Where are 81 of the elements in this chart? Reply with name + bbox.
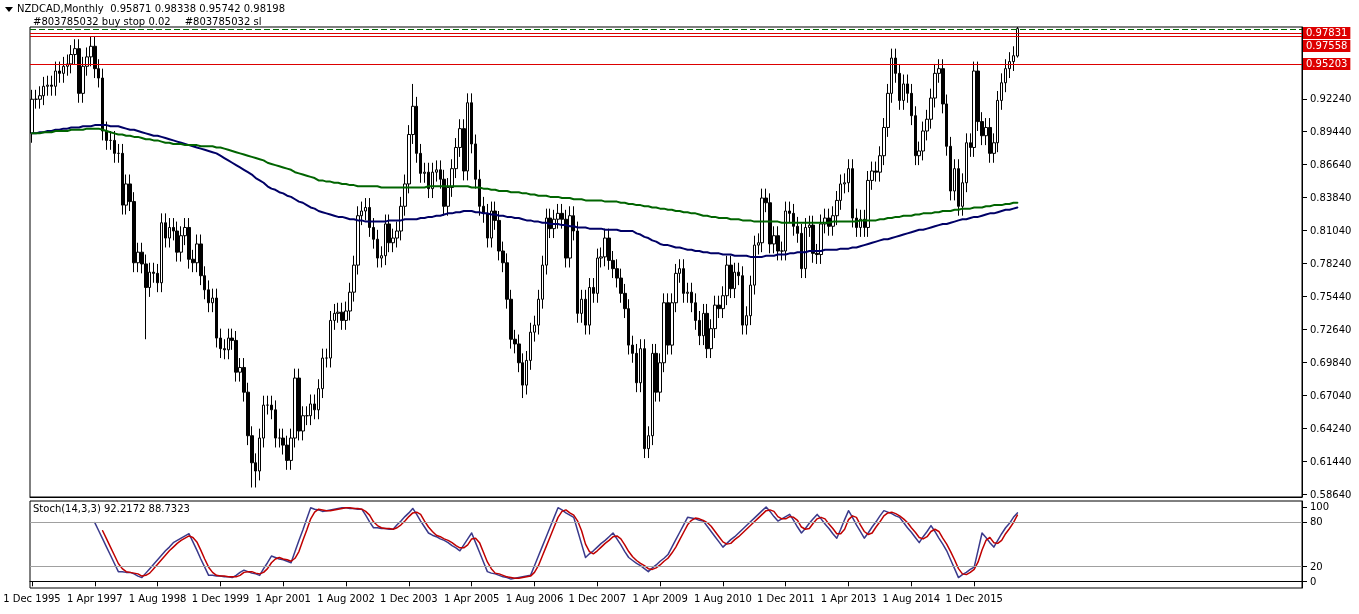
candlestick (643, 338, 646, 459)
candlestick (768, 192, 772, 254)
x-tick-label: 1 Dec 1995 (3, 592, 61, 604)
candlestick (234, 330, 238, 383)
y-tick-label: 0.78240 (1310, 257, 1352, 269)
y-tick-label: 0.67040 (1310, 389, 1352, 401)
chart-title: Stoch(14,3,3) 92.2172 88.7323 (33, 503, 190, 514)
y-tick-label: 100 (1310, 501, 1330, 513)
x-tick-label: 1 Aug 2014 (882, 592, 941, 604)
candlestick (62, 56, 65, 84)
text: #803785032 sl (184, 15, 262, 27)
candlestick (957, 158, 960, 217)
y-tick-label: 0.83840 (1310, 192, 1352, 204)
x-tick-label: 1 Apr 1997 (67, 592, 123, 604)
y-tick-label: 0.75440 (1310, 290, 1352, 302)
candlestick (588, 277, 591, 336)
candlestick (804, 217, 807, 279)
y-tick-label: 0.61440 (1310, 455, 1352, 467)
candlestick (603, 228, 607, 267)
line-series (30, 127, 1019, 224)
candlestick (988, 117, 992, 164)
x-tick-label: 1 Dec 2015 (945, 592, 1003, 604)
y-tick-label: 20 (1310, 560, 1323, 572)
candlestick (427, 162, 430, 199)
y-tick-label: 0.86640 (1310, 159, 1352, 171)
candlestick (741, 265, 744, 336)
y-tick-label: 0.89440 (1310, 126, 1352, 138)
candlestick (784, 201, 787, 261)
y-tick-label: 80 (1310, 516, 1323, 528)
x-tick-label: 1 Apr 2009 (632, 592, 688, 604)
candlestick (384, 214, 387, 266)
candlestick (972, 61, 976, 158)
candlestick (596, 248, 599, 304)
candlestick (568, 205, 572, 268)
candlestick (776, 225, 780, 261)
x-tick-label: 1 Dec 1999 (191, 592, 250, 604)
candlestick (121, 143, 124, 216)
y-tick-label: 0.64240 (1310, 422, 1352, 434)
candlestick (266, 395, 269, 416)
y-tick-label: 0.81040 (1310, 225, 1352, 237)
candlestick (227, 328, 230, 360)
x-tick-label: 1 Aug 2010 (694, 592, 752, 604)
candlestick (340, 302, 344, 331)
candlestick (175, 221, 179, 263)
x-tick-label: 1 Apr 2001 (255, 592, 311, 604)
candlestick (490, 201, 493, 248)
y-tick-label: 0.92240 (1310, 93, 1352, 105)
candlestick (77, 38, 81, 104)
candlestick (760, 188, 764, 253)
candlestick (160, 212, 163, 293)
candlestick (42, 76, 45, 106)
x-tick-label: 1 Apr 2013 (820, 592, 877, 604)
y-tick-label: 0.58640 (1310, 488, 1352, 500)
x-tick-label: 1 Aug 2002 (317, 592, 375, 604)
candlestick (187, 217, 191, 270)
candlestick (486, 203, 489, 248)
candlestick (309, 394, 312, 426)
x-tick-label: 1 Dec 2007 (568, 592, 627, 604)
x-tick-label: 1 Dec 2011 (756, 592, 815, 604)
candlestick (105, 121, 108, 151)
candlestick (274, 399, 277, 448)
candlestick (466, 92, 469, 181)
ref-line-label: 0.95203 (1306, 58, 1348, 70)
x-tick-label: 1 Apr 2005 (443, 592, 500, 604)
y-tick-label: 0.69840 (1310, 356, 1352, 368)
candlestick (431, 162, 434, 199)
candlestick (811, 215, 815, 264)
x-tick-label: 1 Dec 2003 (380, 592, 438, 604)
candlestick (705, 303, 709, 359)
candlestick (682, 258, 685, 304)
ref-line-label: 0.97831 (1306, 27, 1348, 39)
candlestick (54, 61, 57, 97)
y-tick-label: 0 (1310, 575, 1317, 587)
candlestick (113, 130, 116, 164)
x-tick-label: 1 Aug 1998 (128, 592, 187, 604)
legend-label: 0.97558 (1306, 40, 1348, 52)
y-tick-label: 0.72640 (1310, 323, 1352, 335)
x-tick-label: 1 Aug 2006 (505, 592, 564, 604)
candlestick (168, 217, 171, 248)
text: #803785032 buy stop 0.02 (33, 15, 171, 27)
chart-title: NZDCAD,Monthly 0.95871 0.98338 0.95742 0.98198 (17, 3, 286, 14)
